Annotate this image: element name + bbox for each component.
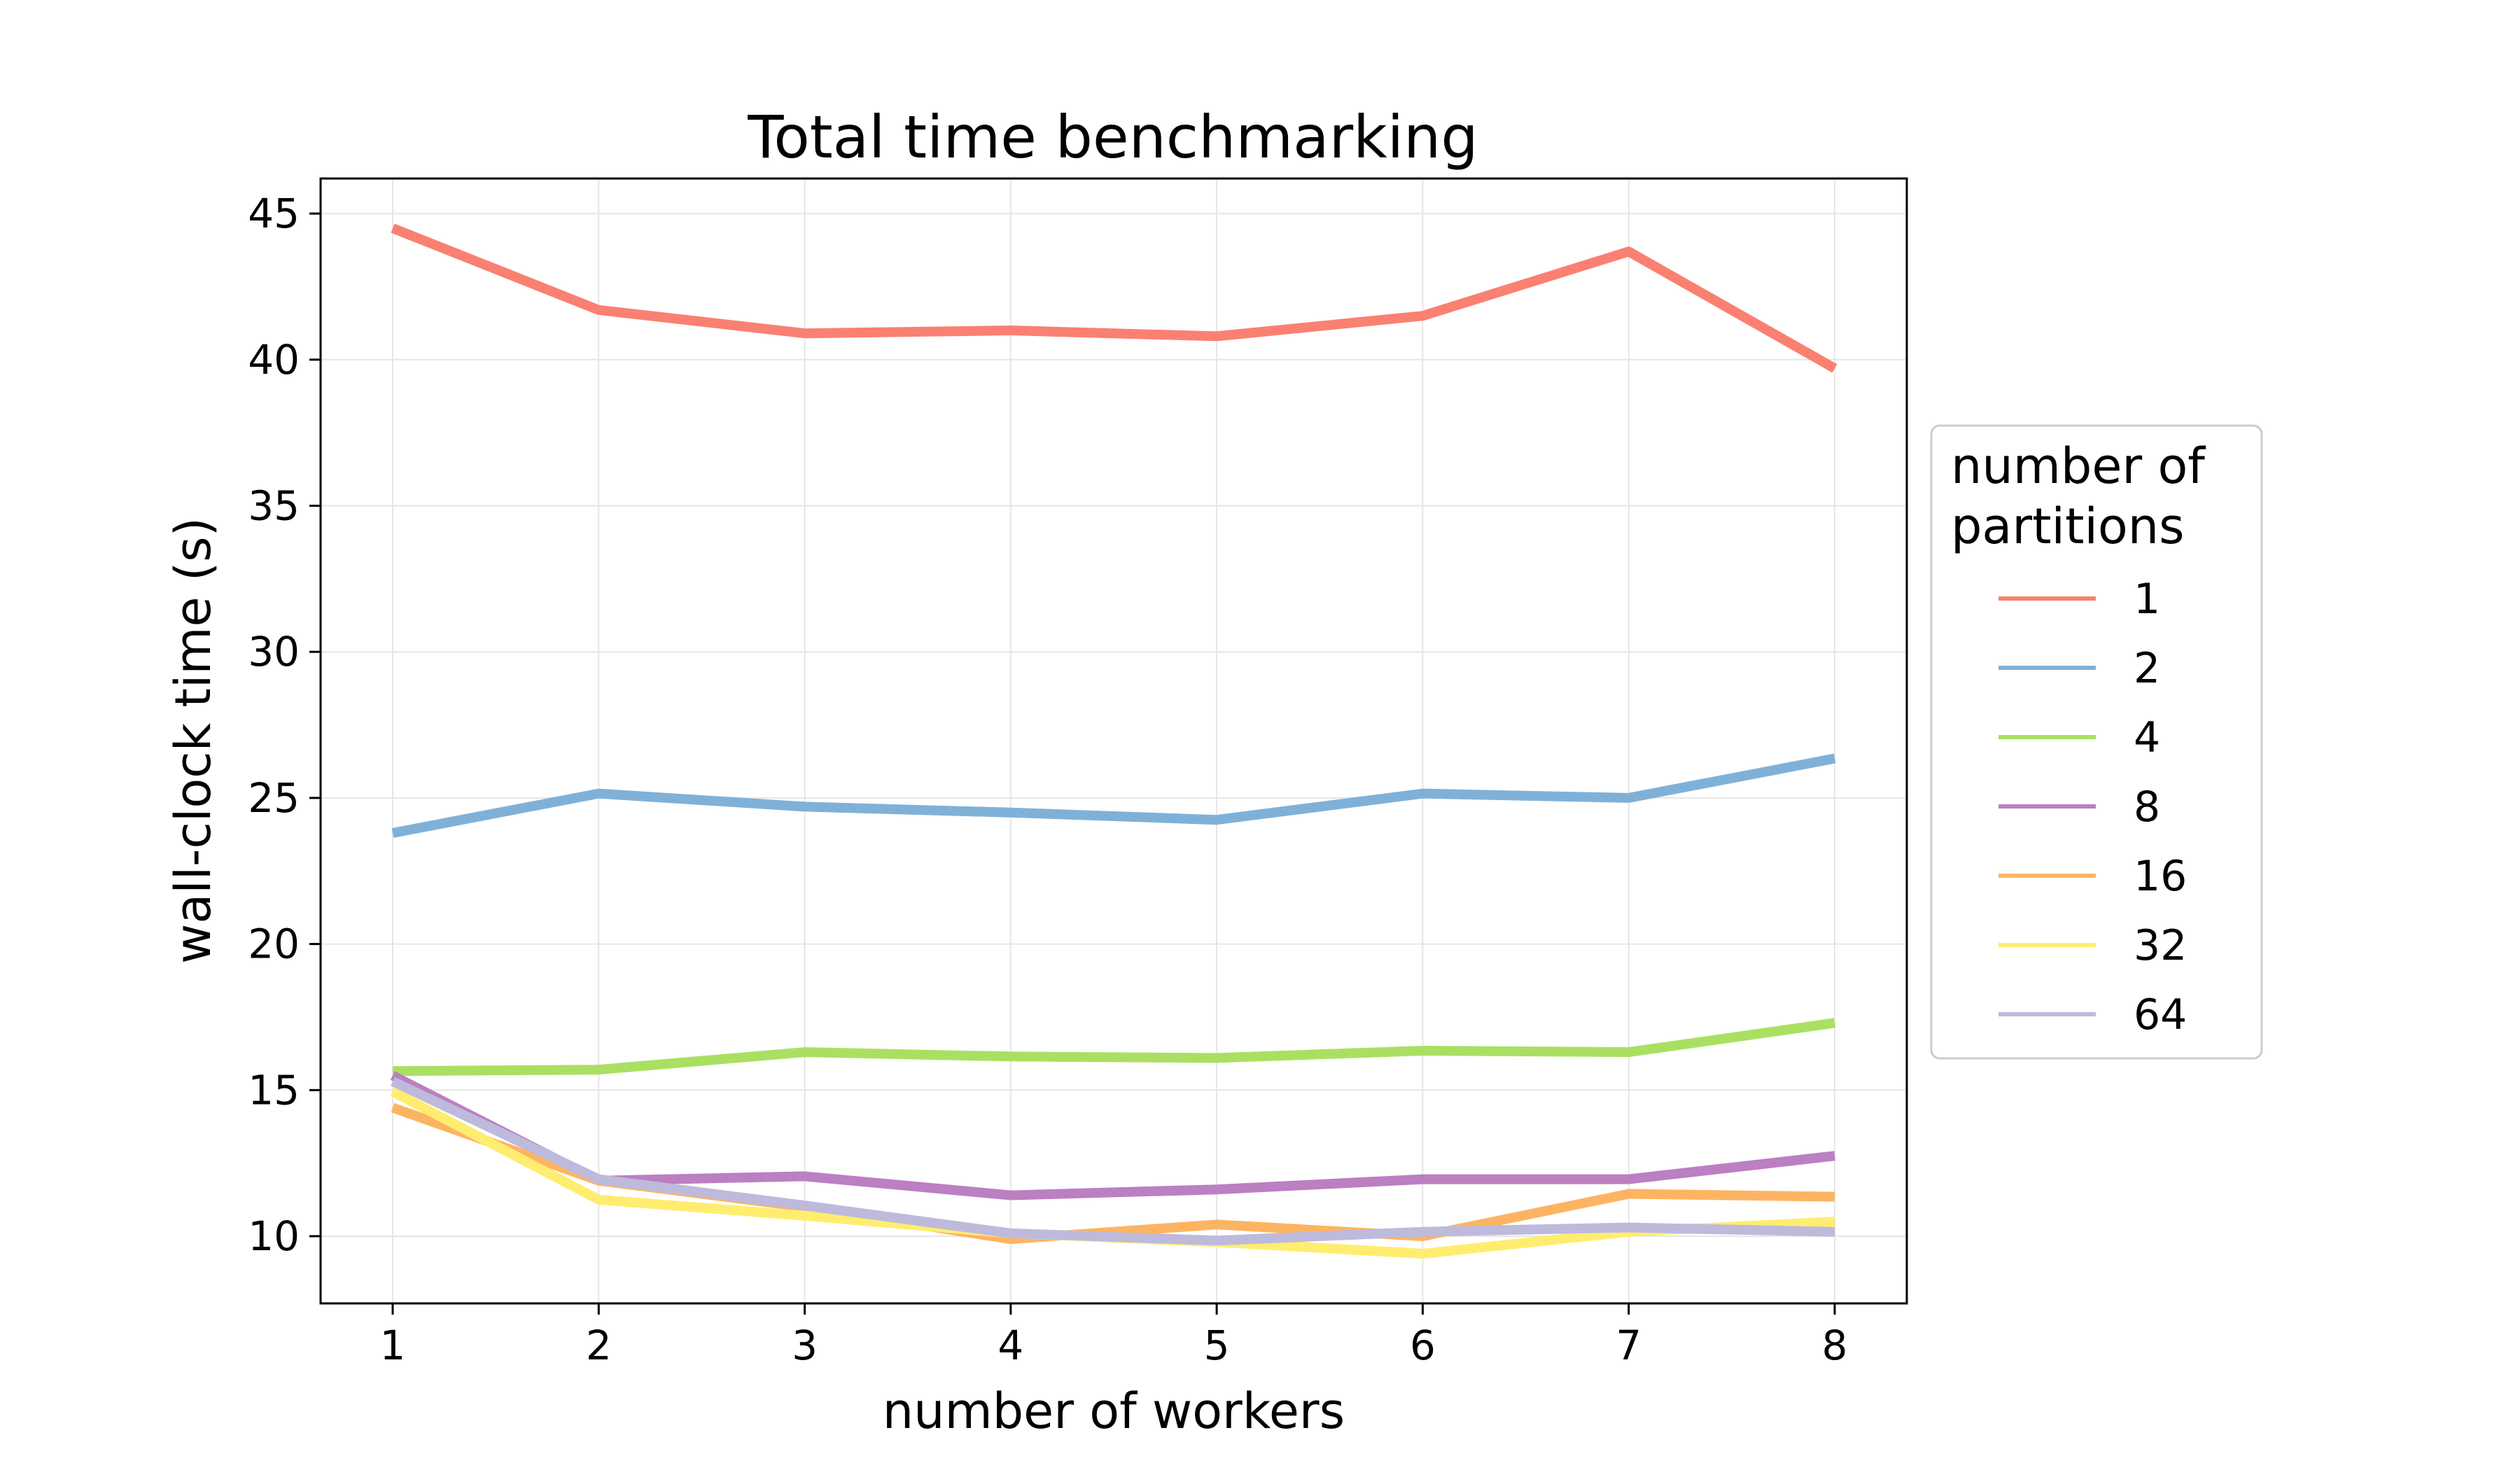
y-tick-label: 15 <box>248 1066 300 1114</box>
x-tick-label: 6 <box>1410 1322 1436 1369</box>
legend-title: number of partitions <box>1951 438 2206 555</box>
series-lines <box>390 223 1837 1259</box>
plot-frame <box>319 177 1908 1305</box>
y-axis-label: wall-clock time (s) <box>164 517 222 964</box>
x-axis-label: number of workers <box>883 1382 1345 1440</box>
series-line-4 <box>392 1018 1835 1077</box>
y-tick-label: 40 <box>248 336 300 384</box>
x-tick-label: 4 <box>997 1322 1023 1369</box>
legend: number of partitions 1 2 4 8 16 32 64 <box>1930 424 2263 1060</box>
legend-label-2: 2 <box>2134 644 2160 693</box>
series-line-2 <box>391 753 1836 838</box>
legend-label-64: 64 <box>2134 990 2187 1040</box>
legend-label-1: 1 <box>2134 575 2160 624</box>
series-line-1 <box>391 223 1837 373</box>
legend-label-8: 8 <box>2134 783 2160 832</box>
y-tick-label: 20 <box>248 920 300 968</box>
x-tick-label: 8 <box>1822 1322 1848 1369</box>
x-axis: 1 2 3 4 5 6 7 8 <box>380 1303 1848 1369</box>
y-tick-label: 10 <box>248 1212 300 1260</box>
legend-box <box>1930 424 2263 1060</box>
grid-lines <box>321 178 1907 1303</box>
y-tick-label: 45 <box>248 190 300 237</box>
legend-label-16: 16 <box>2134 852 2187 901</box>
x-tick-label: 5 <box>1204 1322 1230 1369</box>
x-tick-label: 2 <box>586 1322 612 1369</box>
y-tick-label: 25 <box>248 774 300 822</box>
x-tick-label: 1 <box>380 1322 406 1369</box>
series-line-16 <box>391 1102 1835 1245</box>
y-tick-label: 30 <box>248 628 300 676</box>
legend-label-4: 4 <box>2134 713 2160 762</box>
legend-label-32: 32 <box>2134 921 2187 970</box>
chart-title: Total time benchmarking <box>747 103 1478 172</box>
y-axis: 10 15 20 25 30 35 40 45 <box>248 190 321 1260</box>
legend-items: 1 2 4 8 16 32 64 <box>1998 575 2187 1040</box>
y-tick-label: 35 <box>248 482 300 529</box>
x-tick-label: 3 <box>792 1322 818 1369</box>
series-line-64 <box>390 1077 1835 1246</box>
x-tick-label: 7 <box>1616 1322 1642 1369</box>
